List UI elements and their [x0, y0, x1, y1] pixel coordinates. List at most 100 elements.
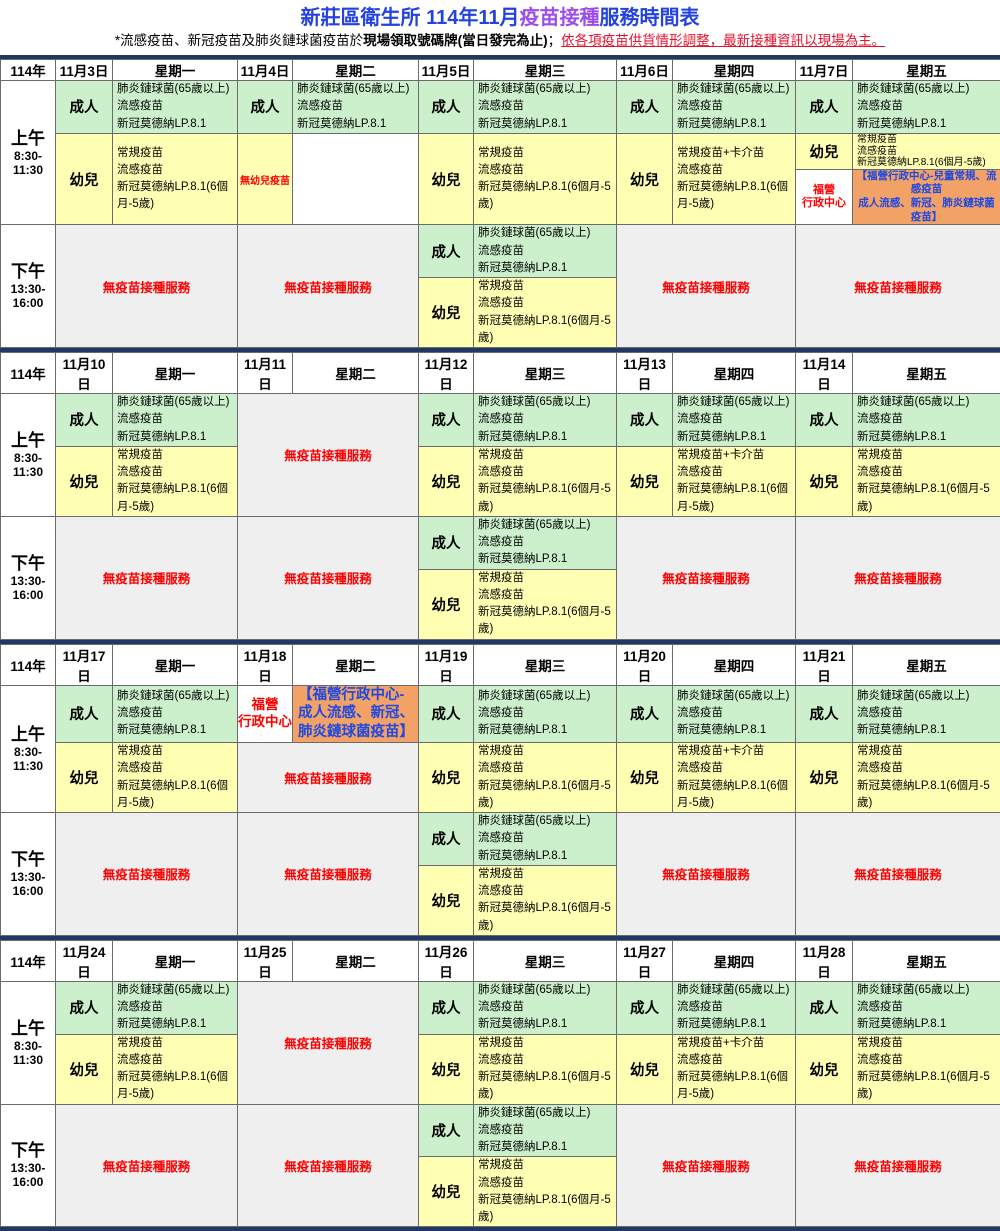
- date-cell: 11月26日: [419, 940, 474, 981]
- am-label: 上午: [1, 431, 55, 451]
- year-cell: 114年: [1, 60, 56, 81]
- weekday-cell: 星期三: [474, 644, 617, 685]
- date-cell: 11月24日: [56, 940, 113, 981]
- adult-label: 成人: [796, 81, 853, 134]
- vaccine-list: 肺炎鏈球菌(65歲以上) 流感疫苗 新冠莫德納LP.8.1: [853, 981, 1000, 1034]
- fuying-note: 【福營行政中心-成人流感、新冠、肺炎鏈球菌疫苗】: [293, 685, 419, 743]
- no-service-cell: 無疫苗接種服務: [56, 225, 238, 348]
- weekday-cell: 星期一: [113, 644, 238, 685]
- week-3-table: 114年 11月17日 星期一 11月18日 星期二 11月19日 星期三 11…: [0, 644, 1000, 936]
- vaccine-list: 常規疫苗+卡介苗 流感疫苗 新冠莫德納LP.8.1(6個月-5歲): [673, 743, 796, 813]
- date-cell: 11月12日: [419, 353, 474, 394]
- weekday-cell: 星期五: [853, 60, 1000, 81]
- vaccine-list: 肺炎鏈球菌(65歲以上) 流感疫苗 新冠莫德納LP.8.1: [293, 81, 419, 134]
- no-service-cell: 無疫苗接種服務: [617, 225, 796, 348]
- no-service-cell: 無疫苗接種服務: [796, 225, 1000, 348]
- date-cell: 11月4日: [238, 60, 293, 81]
- weekday-cell: 星期三: [474, 60, 617, 81]
- page-subtitle: *流感疫苗、新冠疫苗及肺炎鏈球菌疫苗於現場領取號碼牌(當日發完為止)；依各項疫苗…: [0, 31, 1000, 55]
- weekday-cell: 星期二: [293, 940, 419, 981]
- date-cell: 11月17日: [56, 644, 113, 685]
- no-child-vaccine-cell: 無幼兒疫苗: [238, 133, 293, 225]
- child-label: 幼兒: [56, 1034, 113, 1104]
- date-cell: 11月18日: [238, 644, 293, 685]
- adult-label: 成人: [56, 394, 113, 447]
- vaccine-list: 肺炎鏈球菌(65歲以上) 流感疫苗 新冠莫德納LP.8.1: [474, 516, 617, 569]
- child-label: 幼兒: [419, 446, 474, 516]
- no-service-cell: 無疫苗接種服務: [617, 516, 796, 639]
- weekday-cell: 星期二: [293, 60, 419, 81]
- vaccine-list: 常規疫苗 流感疫苗 新冠莫德納LP.8.1(6個月-5歲): [474, 1157, 617, 1227]
- vaccine-list: 肺炎鏈球菌(65歲以上) 流感疫苗 新冠莫德納LP.8.1: [113, 981, 238, 1034]
- adult-label: 成人: [419, 394, 474, 447]
- vaccine-list: 肺炎鏈球菌(65歲以上) 流感疫苗 新冠莫德納LP.8.1: [853, 685, 1000, 743]
- pm-time-label: 下午 13:30-16:00: [1, 1104, 56, 1227]
- weekday-cell: 星期三: [474, 940, 617, 981]
- vaccine-list: 肺炎鏈球菌(65歲以上) 流感疫苗 新冠莫德納LP.8.1: [474, 1104, 617, 1157]
- vaccine-list: 常規疫苗+卡介苗 流感疫苗 新冠莫德納LP.8.1(6個月-5歲): [673, 133, 796, 225]
- fuying-center-label: 福營 行政中心: [796, 169, 853, 225]
- no-service-cell: 無疫苗接種服務: [238, 225, 419, 348]
- child-label: 幼兒: [617, 133, 673, 225]
- no-service-cell: 無疫苗接種服務: [238, 813, 419, 936]
- date-cell: 11月11日: [238, 353, 293, 394]
- am-time-label: 上午 8:30-11:30: [1, 81, 56, 225]
- child-label: 幼兒: [419, 569, 474, 639]
- vaccine-list: 肺炎鏈球菌(65歲以上) 流感疫苗 新冠莫德納LP.8.1: [474, 81, 617, 134]
- adult-label: 成人: [419, 81, 474, 134]
- am-time: 8:30-11:30: [1, 1039, 55, 1067]
- am-label: 上午: [1, 129, 55, 149]
- no-service-cell: 無疫苗接種服務: [238, 516, 419, 639]
- adult-label: 成人: [238, 81, 293, 134]
- child-label: 幼兒: [419, 743, 474, 813]
- adult-label: 成人: [796, 685, 853, 743]
- child-label: 幼兒: [796, 446, 853, 516]
- date-cell: 11月21日: [796, 644, 853, 685]
- no-service-cell: 無疫苗接種服務: [56, 813, 238, 936]
- date-cell: 11月5日: [419, 60, 474, 81]
- year-cell: 114年: [1, 644, 56, 685]
- child-label: 幼兒: [796, 743, 853, 813]
- weekday-cell: 星期一: [113, 353, 238, 394]
- week-2-block: 114年 11月10日 星期一 11月11日 星期二 11月12日 星期三 11…: [0, 348, 1000, 640]
- adult-label: 成人: [419, 981, 474, 1034]
- weekday-cell: 星期一: [113, 60, 238, 81]
- vaccine-list: 常規疫苗 流感疫苗 新冠莫德納LP.8.1(6個月-5歲): [474, 133, 617, 225]
- vaccine-list: 肺炎鏈球菌(65歲以上) 流感疫苗 新冠莫德納LP.8.1: [474, 225, 617, 278]
- no-service-cell: 無疫苗接種服務: [56, 1104, 238, 1227]
- subtitle-separator: ；: [548, 33, 562, 48]
- vaccine-list: 肺炎鏈球菌(65歲以上) 流感疫苗 新冠莫德納LP.8.1: [853, 81, 1000, 134]
- vaccine-list: 常規疫苗 流感疫苗 新冠莫德納LP.8.1(6個月-5歲): [113, 743, 238, 813]
- am-time-label: 上午 8:30-11:30: [1, 981, 56, 1104]
- child-label: 幼兒: [796, 133, 853, 169]
- date-cell: 11月28日: [796, 940, 853, 981]
- child-label: 幼兒: [617, 1034, 673, 1104]
- adult-label: 成人: [56, 685, 113, 743]
- am-time-label: 上午 8:30-11:30: [1, 394, 56, 517]
- child-label: 幼兒: [419, 1157, 474, 1227]
- adult-label: 成人: [56, 81, 113, 134]
- vaccine-list: 肺炎鏈球菌(65歲以上) 流感疫苗 新冠莫德納LP.8.1: [853, 394, 1000, 447]
- vaccine-list: 肺炎鏈球菌(65歲以上) 流感疫苗 新冠莫德納LP.8.1: [474, 394, 617, 447]
- date-cell: 11月27日: [617, 940, 673, 981]
- pm-time-label: 下午 13:30-16:00: [1, 516, 56, 639]
- weekday-cell: 星期四: [673, 940, 796, 981]
- vaccine-list: 肺炎鏈球菌(65歲以上) 流感疫苗 新冠莫德納LP.8.1: [673, 685, 796, 743]
- pm-label: 下午: [1, 554, 55, 574]
- adult-label: 成人: [419, 685, 474, 743]
- vaccine-list: 肺炎鏈球菌(65歲以上) 流感疫苗 新冠莫德納LP.8.1: [113, 81, 238, 134]
- subtitle-alert-link[interactable]: 依各項疫苗供貨情形調整，最新接種資訊以現場為主。: [561, 33, 885, 48]
- fuying-note: 【福營行政中心-兒童常規、流感疫苗 成人流感、新冠、肺炎鏈球菌疫苗】: [853, 169, 1000, 225]
- vaccine-list: 常規疫苗 流感疫苗 新冠莫德納LP.8.1(6個月-5歲): [853, 1034, 1000, 1104]
- vaccine-list: 常規疫苗 流感疫苗 新冠莫德納LP.8.1(6個月-5歲): [113, 133, 238, 225]
- date-cell: 11月7日: [796, 60, 853, 81]
- child-label: 幼兒: [617, 743, 673, 813]
- child-label: 幼兒: [419, 133, 474, 225]
- adult-label: 成人: [419, 813, 474, 866]
- am-label: 上午: [1, 1019, 55, 1039]
- vaccine-list: 常規疫苗 流感疫苗 新冠莫德納LP.8.1(6個月-5歲): [853, 133, 1000, 169]
- vaccine-list: 肺炎鏈球菌(65歲以上) 流感疫苗 新冠莫德納LP.8.1: [673, 981, 796, 1034]
- am-label: 上午: [1, 725, 55, 745]
- title-bar: 新莊區衛生所 114年11月疫苗接種服務時間表 *流感疫苗、新冠疫苗及肺炎鏈球菌…: [0, 0, 1000, 55]
- week-4-block: 114年 11月24日 星期一 11月25日 星期二 11月26日 星期三 11…: [0, 936, 1000, 1231]
